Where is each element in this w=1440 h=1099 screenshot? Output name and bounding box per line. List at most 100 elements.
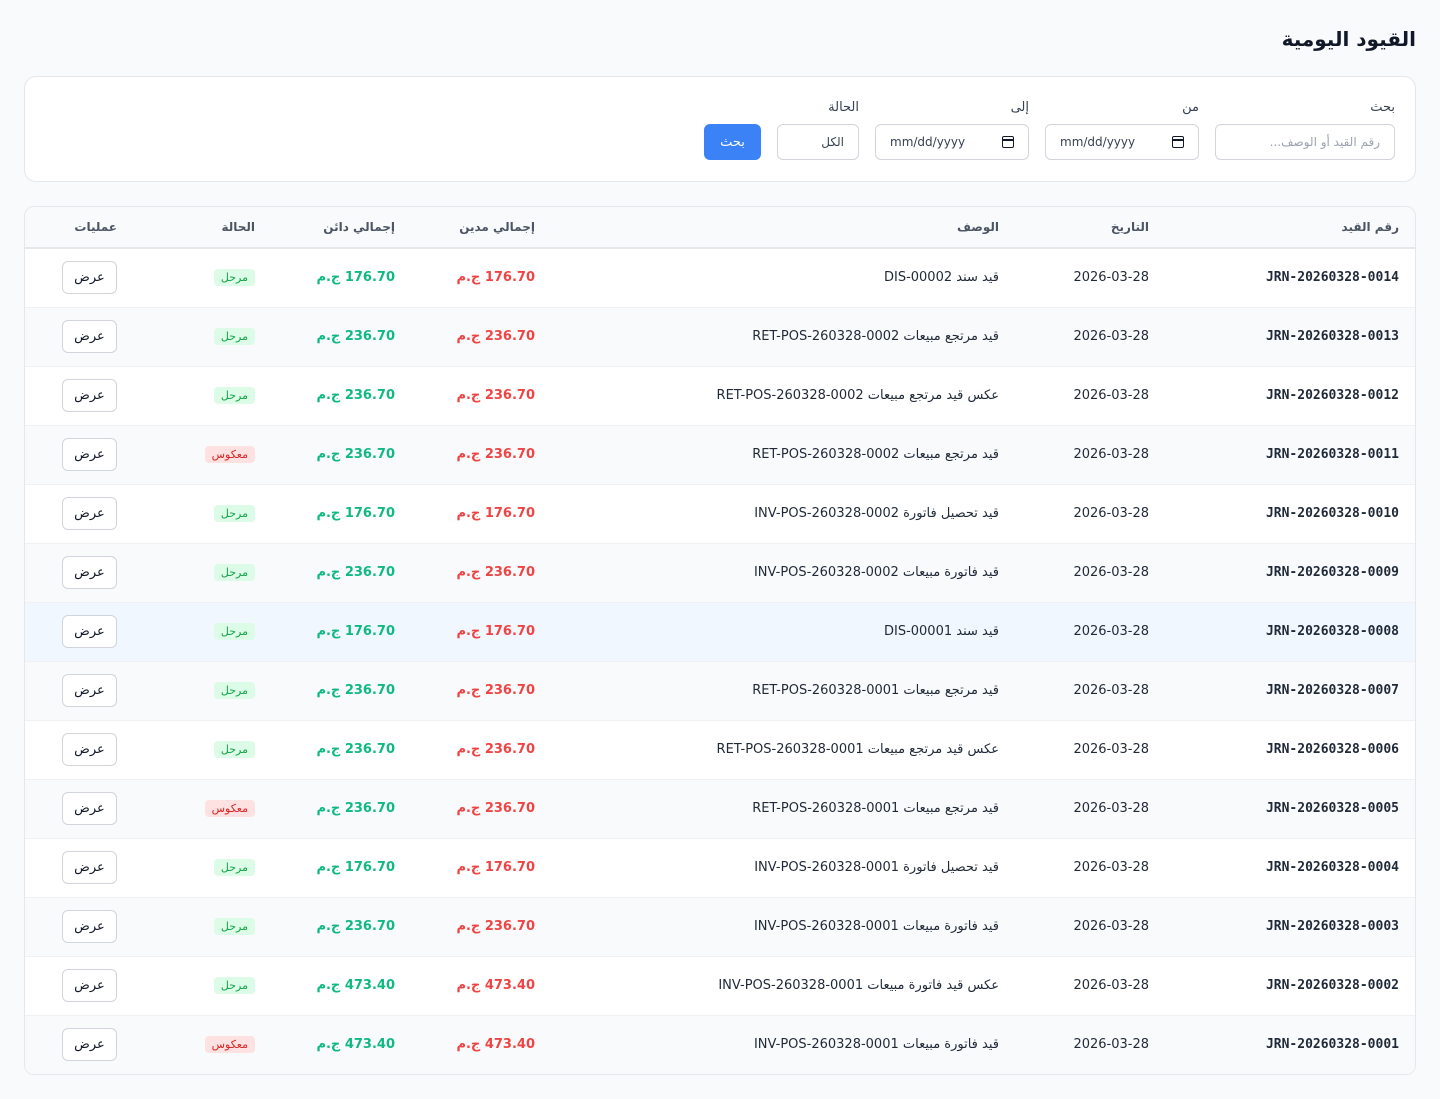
cell-actions: عرض <box>25 661 133 720</box>
calendar-icon[interactable] <box>1002 136 1014 148</box>
status-badge: مرحل <box>213 564 255 581</box>
from-date-label: من <box>1182 100 1199 115</box>
table-row[interactable]: JRN-20260328-0013 2026-03-28 قيد مرتجع م… <box>25 307 1415 366</box>
cell-debit: 176.70 ج.م <box>456 506 535 521</box>
table-row[interactable]: JRN-20260328-0012 2026-03-28 عكس قيد مرت… <box>25 366 1415 425</box>
cell-credit: 236.70 ج.م <box>316 683 395 698</box>
cell-ref: JRN-20260328-0008 <box>1265 624 1399 639</box>
cell-description: عكس قيد فاتورة مبيعات INV-POS-260328-000… <box>718 978 999 993</box>
cell-description: قيد فاتورة مبيعات INV-POS-260328-0001 <box>753 1037 999 1053</box>
cell-debit: 473.40 ج.م <box>456 978 535 993</box>
view-button[interactable]: عرض <box>62 851 117 884</box>
cell-debit: 236.70 ج.م <box>456 565 535 580</box>
cell-status: معكوس <box>133 779 271 838</box>
cell-description: قيد تحصيل فاتورة INV-POS-260328-0001 <box>754 860 999 875</box>
status-badge: مرحل <box>213 505 255 522</box>
table-row[interactable]: JRN-20260328-0008 2026-03-28 قيد سند DIS… <box>25 602 1415 661</box>
cell-status: مرحل <box>133 897 271 956</box>
cell-debit: 236.70 ج.م <box>456 919 535 934</box>
cell-description: قيد فاتورة مبيعات INV-POS-260328-0001 <box>753 919 999 934</box>
status-badge: معكوس <box>204 446 255 463</box>
view-button[interactable]: عرض <box>62 733 117 766</box>
table-row[interactable]: JRN-20260328-0007 2026-03-28 قيد مرتجع م… <box>25 661 1415 720</box>
cell-description: عكس قيد مرتجع مبيعات RET-POS-260328-0001 <box>716 742 999 757</box>
cell-credit: 236.70 ج.م <box>316 919 395 934</box>
view-button[interactable]: عرض <box>62 320 117 353</box>
view-button[interactable]: عرض <box>62 556 117 589</box>
cell-date: 2026-03-28 <box>1073 270 1149 286</box>
view-button[interactable]: عرض <box>62 497 117 530</box>
cell-description: قيد مرتجع مبيعات RET-POS-260328-0002 <box>752 447 999 462</box>
from-date-value: mm/dd/yyyy <box>1060 135 1136 149</box>
header-ref: رقم القيد <box>1341 220 1399 234</box>
cell-actions: عرض <box>25 248 133 307</box>
table-row[interactable]: JRN-20260328-0005 2026-03-28 قيد مرتجع م… <box>25 779 1415 838</box>
cell-description: قيد تحصيل فاتورة INV-POS-260328-0002 <box>754 506 999 521</box>
cell-date: 2026-03-28 <box>1073 1037 1149 1053</box>
cell-ref: JRN-20260328-0012 <box>1265 388 1399 403</box>
table-row[interactable]: JRN-20260328-0003 2026-03-28 قيد فاتورة … <box>25 897 1415 956</box>
status-badge: مرحل <box>213 387 255 404</box>
cell-description: قيد مرتجع مبيعات RET-POS-260328-0001 <box>752 683 999 698</box>
cell-actions: عرض <box>25 425 133 484</box>
view-button[interactable]: عرض <box>62 792 117 825</box>
view-button[interactable]: عرض <box>62 910 117 943</box>
table-row[interactable]: JRN-20260328-0004 2026-03-28 قيد تحصيل ف… <box>25 838 1415 897</box>
cell-credit: 236.70 ج.م <box>316 801 395 816</box>
cell-ref: JRN-20260328-0013 <box>1265 329 1399 344</box>
cell-ref: JRN-20260328-0009 <box>1265 565 1399 580</box>
view-button[interactable]: عرض <box>62 1028 117 1062</box>
page-title: القيود اليومية <box>1281 27 1416 51</box>
cell-credit: 236.70 ج.م <box>316 447 395 462</box>
view-button[interactable]: عرض <box>62 674 117 707</box>
to-date-input[interactable]: mm/dd/yyyy <box>875 124 1029 160</box>
calendar-icon[interactable] <box>1172 136 1184 148</box>
cell-actions: عرض <box>25 543 133 602</box>
table-row[interactable]: JRN-20260328-0009 2026-03-28 قيد فاتورة … <box>25 543 1415 602</box>
header-status: الحالة <box>221 220 255 234</box>
cell-debit: 473.40 ج.م <box>456 1037 535 1053</box>
cell-actions: عرض <box>25 897 133 956</box>
table-row[interactable]: JRN-20260328-0002 2026-03-28 عكس قيد فات… <box>25 956 1415 1015</box>
table-row[interactable]: JRN-20260328-0001 2026-03-28 قيد فاتورة … <box>25 1015 1415 1074</box>
cell-description: عكس قيد مرتجع مبيعات RET-POS-260328-0002 <box>716 388 999 403</box>
cell-actions: عرض <box>25 779 133 838</box>
status-badge: مرحل <box>213 328 255 345</box>
cell-date: 2026-03-28 <box>1073 801 1149 816</box>
cell-actions: عرض <box>25 956 133 1015</box>
cell-date: 2026-03-28 <box>1073 565 1149 580</box>
cell-description: قيد مرتجع مبيعات RET-POS-260328-0002 <box>752 329 999 344</box>
cell-date: 2026-03-28 <box>1073 919 1149 934</box>
view-button[interactable]: عرض <box>62 261 117 295</box>
status-badge: مرحل <box>213 623 255 640</box>
to-date-label: إلى <box>1010 100 1029 115</box>
cell-ref: JRN-20260328-0007 <box>1265 683 1399 698</box>
from-date-input[interactable]: mm/dd/yyyy <box>1045 124 1199 160</box>
cell-credit: 176.70 ج.م <box>316 860 395 875</box>
search-label: بحث <box>1370 100 1395 115</box>
header-credit: إجمالي دائن <box>323 220 395 234</box>
table-row[interactable]: JRN-20260328-0010 2026-03-28 قيد تحصيل ف… <box>25 484 1415 543</box>
view-button[interactable]: عرض <box>62 379 117 412</box>
search-button[interactable]: بحث <box>704 124 761 160</box>
status-select[interactable]: الكل <box>777 124 859 160</box>
status-badge: مرحل <box>213 977 255 994</box>
cell-status: مرحل <box>133 307 271 366</box>
cell-status: معكوس <box>133 1015 271 1074</box>
cell-actions: عرض <box>25 838 133 897</box>
view-button[interactable]: عرض <box>62 438 117 471</box>
cell-ref: JRN-20260328-0005 <box>1265 801 1399 816</box>
cell-debit: 236.70 ج.م <box>456 447 535 462</box>
journal-table: رقم القيد التاريخ الوصف إجمالي مدين إجما… <box>25 207 1415 1074</box>
cell-credit: 176.70 ج.م <box>316 270 395 286</box>
cell-ref: JRN-20260328-0004 <box>1265 860 1399 875</box>
view-button[interactable]: عرض <box>62 615 117 648</box>
search-input[interactable]: رقم القيد أو الوصف... <box>1215 124 1395 160</box>
view-button[interactable]: عرض <box>62 969 117 1002</box>
table-row[interactable]: JRN-20260328-0014 2026-03-28 قيد سند DIS… <box>25 248 1415 307</box>
table-row[interactable]: JRN-20260328-0006 2026-03-28 عكس قيد مرت… <box>25 720 1415 779</box>
cell-status: مرحل <box>133 543 271 602</box>
cell-debit: 176.70 ج.م <box>456 860 535 875</box>
table-row[interactable]: JRN-20260328-0011 2026-03-28 قيد مرتجع م… <box>25 425 1415 484</box>
cell-date: 2026-03-28 <box>1073 860 1149 875</box>
